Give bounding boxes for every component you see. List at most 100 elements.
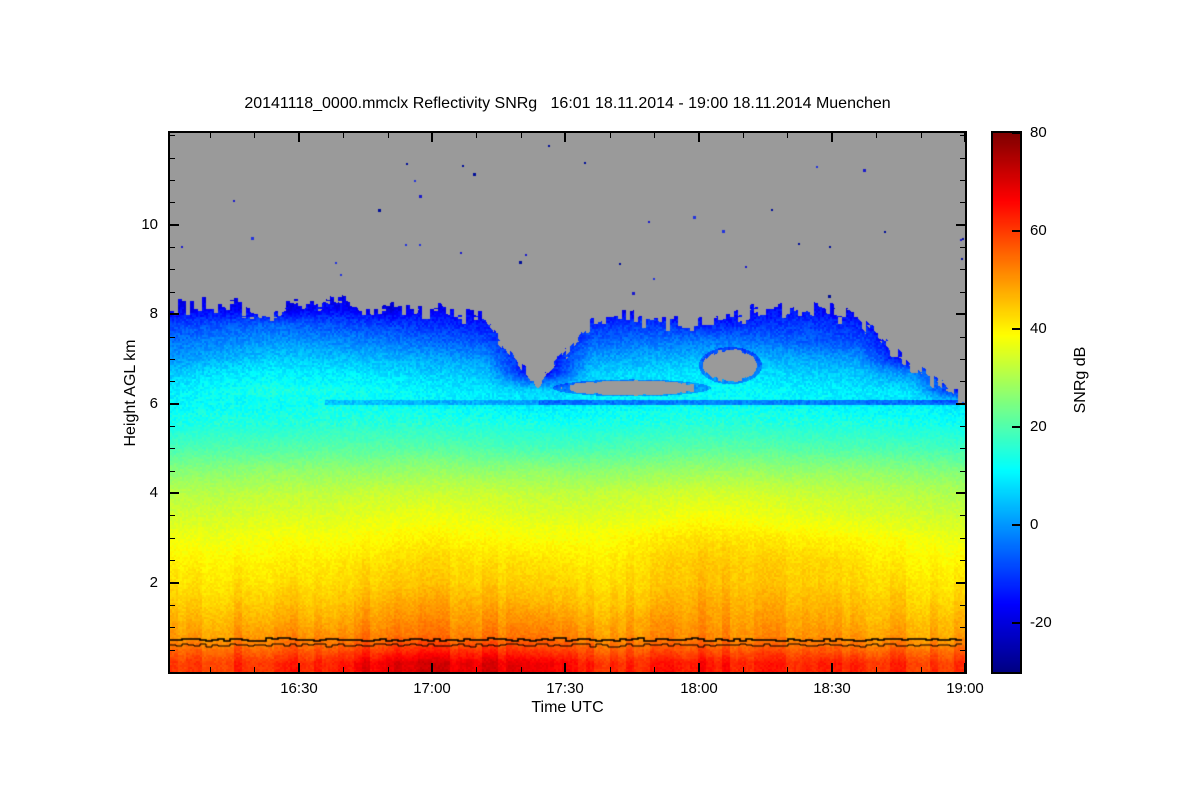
x-minor-tick-top [254,133,255,138]
x-minor-tick [787,667,788,672]
colorbar-tick [1012,524,1020,526]
y-minor-tick [170,359,175,360]
y-minor-tick-right [960,202,965,203]
y-minor-tick [170,202,175,203]
x-tick-label: 19:00 [946,680,984,697]
y-minor-tick [170,560,175,561]
colorbar-tick-label: 80 [1030,124,1047,141]
y-minor-tick [170,337,175,338]
y-minor-tick-right [960,627,965,628]
x-major-tick [564,663,566,672]
y-minor-tick [170,381,175,382]
y-major-tick [170,403,179,405]
x-minor-tick [654,667,655,672]
y-minor-tick-right [960,560,965,561]
y-major-tick [170,492,179,494]
x-minor-tick [388,667,389,672]
y-minor-tick-right [960,538,965,539]
x-minor-tick [210,667,211,672]
y-minor-tick-right [960,158,965,159]
y-tick-label: 10 [141,216,158,233]
y-axis-label: Height AGL km [122,339,139,447]
x-minor-tick [476,667,477,672]
x-minor-tick [610,667,611,672]
y-minor-tick-right [960,515,965,516]
x-minor-tick [921,667,922,672]
y-major-tick [170,313,179,315]
x-major-tick-top [564,133,566,142]
x-major-tick [431,663,433,672]
y-major-tick-right [956,492,965,494]
x-tick-label: 18:30 [813,680,851,697]
y-minor-tick [170,426,175,427]
x-tick-label: 16:30 [280,680,318,697]
x-axis-label: Time UTC [531,699,604,716]
y-tick-label: 6 [149,395,158,412]
y-tick-label: 8 [149,305,158,322]
colorbar-tick [1012,622,1020,624]
x-minor-tick-top [610,133,611,138]
y-minor-tick [170,650,175,651]
y-minor-tick [170,247,175,248]
heatmap-canvas [170,133,965,672]
x-tick-label: 17:00 [413,680,451,697]
x-tick-label: 18:00 [680,680,718,697]
x-minor-tick-top [876,133,877,138]
y-major-tick-right [956,403,965,405]
colorbar-canvas [993,133,1020,672]
x-major-tick [964,663,966,672]
x-major-tick-top [831,133,833,142]
y-minor-tick-right [960,135,965,136]
colorbar-tick [1012,328,1020,330]
y-minor-tick-right [960,292,965,293]
plot-area [168,131,967,674]
x-major-tick-top [298,133,300,142]
y-tick-label: 2 [149,574,158,591]
x-minor-tick-top [343,133,344,138]
y-minor-tick-right [960,426,965,427]
x-minor-tick-top [921,133,922,138]
x-major-tick [831,663,833,672]
y-minor-tick-right [960,269,965,270]
x-minor-tick-top [654,133,655,138]
colorbar-tick [1012,230,1020,232]
x-minor-tick [343,667,344,672]
x-minor-tick-top [521,133,522,138]
x-minor-tick [254,667,255,672]
x-minor-tick-top [476,133,477,138]
colorbar [991,131,1022,674]
y-minor-tick [170,292,175,293]
x-major-tick-top [431,133,433,142]
y-minor-tick-right [960,247,965,248]
x-major-tick [298,663,300,672]
x-major-tick-top [964,133,966,142]
colorbar-tick-label: -20 [1030,614,1052,631]
x-minor-tick-top [388,133,389,138]
y-minor-tick [170,158,175,159]
x-minor-tick [876,667,877,672]
colorbar-tick-label: 0 [1030,516,1039,533]
y-minor-tick [170,538,175,539]
y-major-tick [170,582,179,584]
y-minor-tick [170,627,175,628]
y-minor-tick [170,135,175,136]
x-minor-tick-top [210,133,211,138]
y-minor-tick-right [960,471,965,472]
y-minor-tick-right [960,337,965,338]
y-minor-tick [170,180,175,181]
y-minor-tick [170,515,175,516]
x-minor-tick [743,667,744,672]
y-minor-tick-right [960,650,965,651]
y-tick-label: 4 [149,484,158,501]
y-minor-tick [170,605,175,606]
y-minor-tick-right [960,605,965,606]
y-minor-tick [170,448,175,449]
colorbar-tick-label: 40 [1030,320,1047,337]
y-major-tick-right [956,224,965,226]
x-minor-tick [521,667,522,672]
colorbar-tick [1012,426,1020,428]
x-major-tick [698,663,700,672]
colorbar-tick-label: 20 [1030,418,1047,435]
colorbar-tick [1012,132,1020,134]
y-minor-tick [170,269,175,270]
